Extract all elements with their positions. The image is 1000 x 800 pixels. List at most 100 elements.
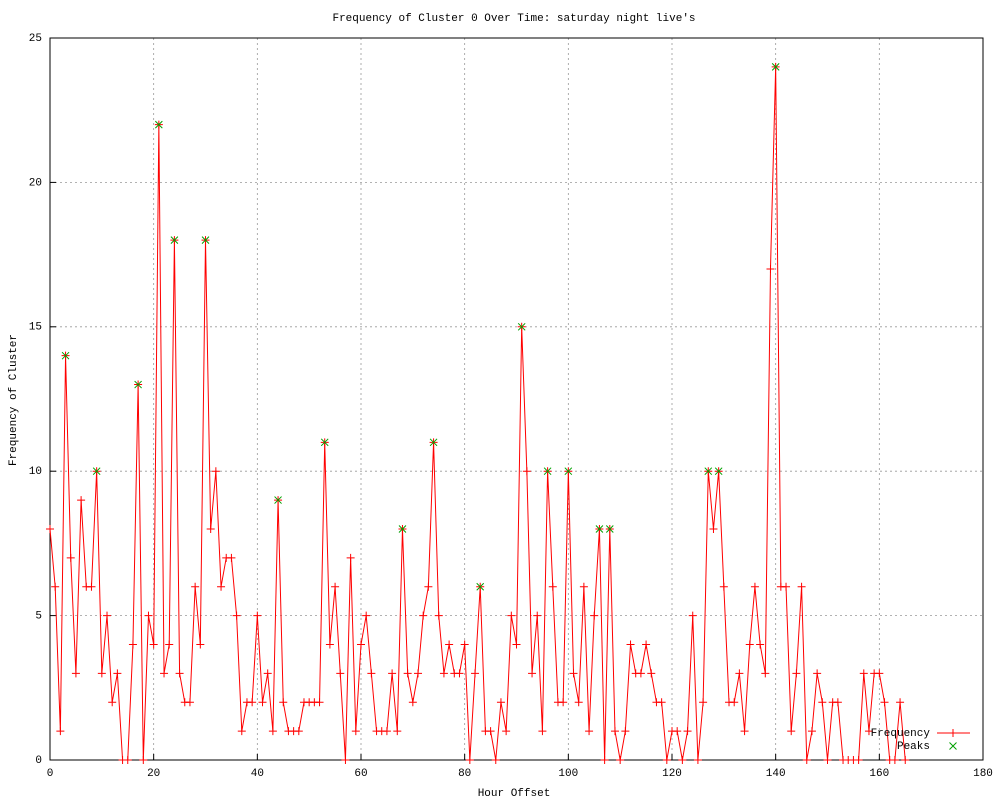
x-tick-label: 80 [458,768,471,780]
marker [533,611,542,620]
marker [455,669,464,678]
marker [403,669,412,678]
marker [211,467,220,476]
marker [766,265,775,274]
marker [362,611,371,620]
marker [268,727,277,736]
marker [294,727,303,736]
marker [818,698,827,707]
marker [237,727,246,736]
marker [590,611,599,620]
marker [864,727,873,736]
marker [750,582,759,591]
marker [890,756,899,764]
marker [351,727,360,736]
marker [87,582,96,591]
y-tick-label: 5 [35,611,42,623]
marker [476,582,485,591]
marker [802,756,811,764]
marker [227,553,236,562]
marker [564,467,573,476]
marker [579,582,588,591]
marker [170,236,179,245]
marker [206,524,215,533]
marker [367,669,376,678]
marker [673,727,682,736]
marker [185,698,194,707]
marker [108,698,117,707]
marker [647,669,656,678]
marker [274,496,282,504]
marker [331,582,340,591]
marker [232,611,241,620]
marker [901,756,910,764]
marker [382,727,391,736]
x-tick-label: 100 [558,768,578,780]
marker [559,698,568,707]
marker [414,669,423,678]
plot-frame [49,37,984,761]
marker [139,756,148,764]
marker [574,698,583,707]
marker [854,756,863,764]
marker [398,525,407,533]
marker [97,669,106,678]
marker [92,467,101,476]
marker [699,698,708,707]
marker [496,698,505,707]
marker [662,756,671,764]
marker [393,727,402,736]
marker [823,756,832,764]
data-line [49,66,906,761]
x-tick-label: 180 [973,768,993,780]
marker [528,669,537,678]
x-tick-label: 40 [251,768,264,780]
marker [149,640,158,649]
marker [522,467,531,476]
marker [859,669,868,678]
marker [507,611,516,620]
marker [683,727,692,736]
legend-label: Frequency [871,728,931,740]
marker [336,669,345,678]
marker [807,727,816,736]
marker [434,611,443,620]
legend-label: Peaks [897,741,930,753]
y-tick-label: 25 [29,33,42,45]
marker [595,525,604,533]
marker [714,467,723,476]
marker [325,640,334,649]
y-tick-label: 20 [29,177,42,189]
marker [502,727,511,736]
x-tick-label: 160 [869,768,889,780]
marker [160,669,169,678]
marker [46,524,54,533]
x-tick-label: 60 [354,768,367,780]
marker [123,756,132,764]
marker [693,756,702,764]
marker [346,553,355,562]
marker [719,582,728,591]
marker [196,640,205,649]
marker [341,756,350,764]
marker [548,582,557,591]
marker [735,669,744,678]
marker [315,698,324,707]
x-tick-label: 0 [47,768,54,780]
marker [740,727,749,736]
marker [512,640,521,649]
marker [605,525,614,533]
marker [569,669,578,678]
marker [813,669,822,678]
marker [621,727,630,736]
marker [761,669,770,678]
marker [154,120,163,129]
marker [465,756,474,764]
marker [217,582,226,591]
marker [424,582,433,591]
marker [77,496,86,505]
marker [61,351,70,360]
marker [704,467,713,476]
marker [191,582,200,591]
chart-title: Frequency of Cluster 0 Over Time: saturd… [332,13,695,25]
